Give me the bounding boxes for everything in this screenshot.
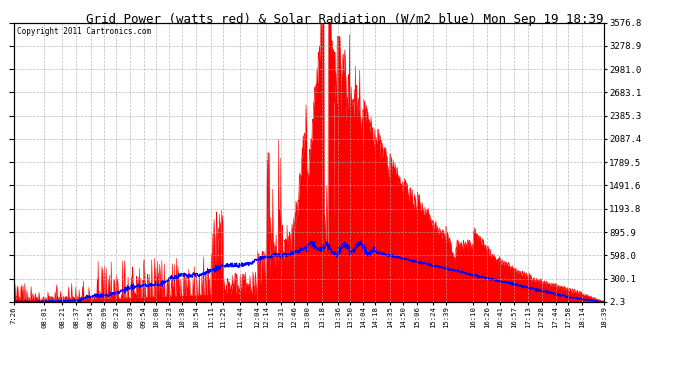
Text: Copyright 2011 Cartronics.com: Copyright 2011 Cartronics.com bbox=[17, 27, 151, 36]
Text: Grid Power (watts red) & Solar Radiation (W/m2 blue) Mon Sep 19 18:39: Grid Power (watts red) & Solar Radiation… bbox=[86, 13, 604, 26]
